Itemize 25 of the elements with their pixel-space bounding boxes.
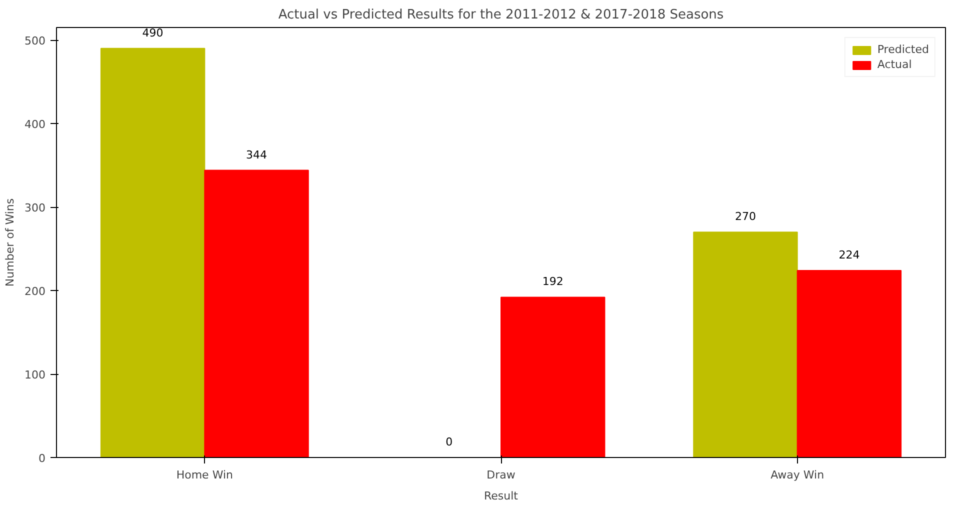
legend-label: Actual [877, 58, 912, 71]
data-label: 0 [446, 436, 453, 448]
x-tick-label: Away Win [770, 468, 824, 482]
data-label: 270 [734, 210, 756, 224]
legend-label: Predicted [877, 43, 929, 56]
x-tick-label: Home Win [176, 468, 234, 482]
y-tick-label: 300 [24, 202, 46, 215]
y-tick-label: 500 [24, 34, 46, 48]
bar [500, 296, 606, 458]
data-label: 344 [246, 148, 268, 162]
x-tick-label: Draw [486, 468, 516, 482]
data-label: 490 [142, 26, 164, 40]
bar [100, 48, 206, 458]
data-label: 192 [542, 275, 564, 288]
y-tick-label: 0 [38, 452, 46, 465]
y-tick-label: 400 [24, 118, 46, 132]
y-tick-label: 200 [24, 285, 46, 298]
x-axis-title: Result [484, 490, 519, 502]
chart-title: Actual vs Predicted Results for the 2011-2012 & 2017-2018 Seasons [278, 8, 724, 22]
bar [693, 232, 798, 458]
data-label: 224 [838, 248, 860, 262]
y-tick-label: 100 [24, 368, 46, 382]
y-axis-title: Number of Wins [4, 198, 17, 287]
bar [796, 270, 902, 458]
bar [204, 170, 309, 458]
